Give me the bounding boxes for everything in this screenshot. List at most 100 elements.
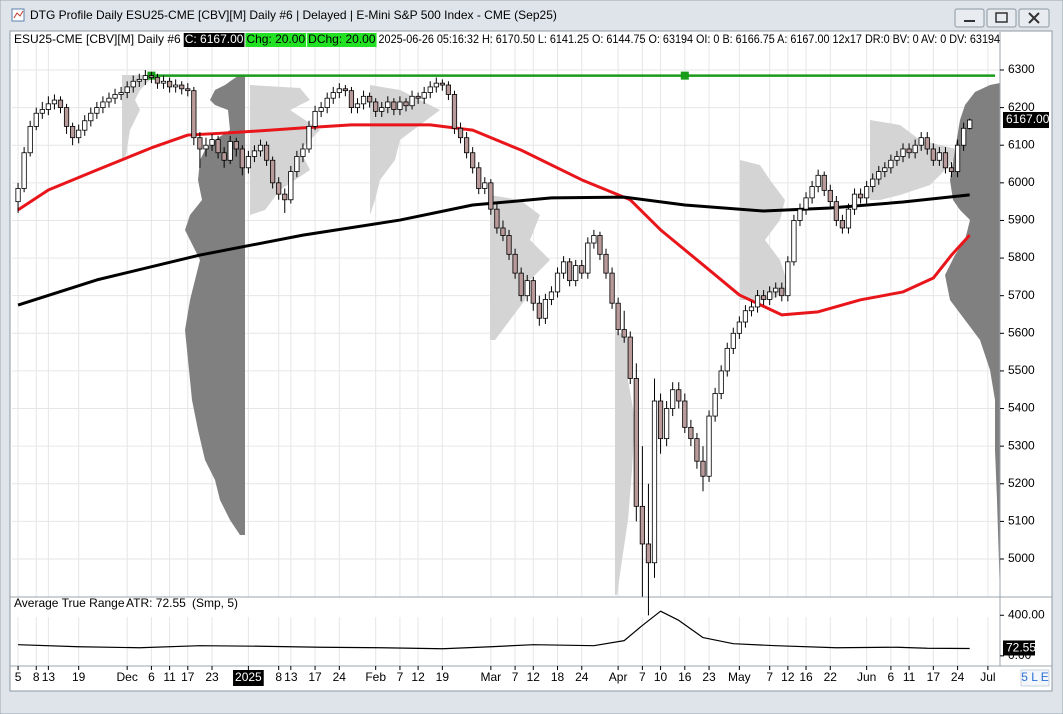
candle-body bbox=[318, 107, 324, 112]
candle-body bbox=[179, 84, 185, 90]
x-tick-label: 12 bbox=[527, 670, 541, 684]
candle-body bbox=[160, 80, 167, 84]
candle-body bbox=[118, 92, 124, 95]
x-tick-label: 13 bbox=[284, 670, 298, 684]
candle-body bbox=[573, 265, 579, 282]
candle-body bbox=[251, 150, 258, 157]
candle-body bbox=[439, 82, 445, 86]
candle-body bbox=[148, 75, 155, 78]
candle-body bbox=[961, 127, 967, 146]
x-tick-label: 19 bbox=[72, 670, 86, 684]
x-tick-label: 16 bbox=[678, 670, 692, 684]
candle-body bbox=[706, 415, 712, 477]
candle-body bbox=[615, 302, 621, 330]
x-tick-label: Jul bbox=[980, 670, 995, 684]
x-tick-highlight bbox=[233, 670, 264, 686]
candle-body bbox=[294, 156, 300, 172]
app-icon bbox=[11, 8, 25, 22]
candle-body bbox=[724, 347, 730, 372]
candle-body bbox=[403, 101, 409, 107]
candle-body bbox=[688, 426, 694, 440]
candle-body bbox=[948, 167, 955, 172]
candle-body bbox=[827, 189, 833, 203]
candle-body bbox=[633, 378, 639, 507]
candle-body bbox=[900, 148, 906, 157]
y-tick-label: 6100 bbox=[1008, 137, 1035, 151]
x-tick-label: 2025 bbox=[235, 670, 262, 684]
candle-body bbox=[821, 174, 827, 191]
x-tick-label: Apr bbox=[609, 670, 628, 684]
candle-body bbox=[215, 139, 221, 154]
minimize-button[interactable] bbox=[954, 8, 985, 28]
candle-body bbox=[803, 197, 809, 210]
x-tick-label: 10 bbox=[654, 670, 668, 684]
y-tick-label: 5500 bbox=[1008, 363, 1035, 377]
candle-body bbox=[457, 127, 464, 139]
candle-body bbox=[348, 90, 355, 109]
candle-body bbox=[767, 291, 773, 300]
candle-body bbox=[603, 253, 609, 274]
moving-average bbox=[17, 193, 970, 307]
candle-body bbox=[567, 261, 573, 282]
candle-body bbox=[76, 129, 82, 139]
x-tick-label: 24 bbox=[575, 670, 589, 684]
y-tick-label: 5100 bbox=[1008, 514, 1035, 528]
close-button[interactable] bbox=[1018, 8, 1050, 28]
candle-body bbox=[203, 144, 209, 150]
candle-body bbox=[239, 148, 245, 169]
candle-body bbox=[560, 261, 567, 274]
x-tick-label: Feb bbox=[365, 670, 386, 684]
candle-body bbox=[45, 103, 51, 110]
candle-body bbox=[585, 242, 591, 274]
x-tick-label: Dec bbox=[116, 670, 137, 684]
app-icon-glyph bbox=[13, 10, 24, 19]
atr-title: Average True Range bbox=[14, 596, 125, 610]
volume-profile bbox=[870, 120, 960, 200]
candle-body bbox=[542, 299, 548, 319]
candle-body bbox=[336, 88, 342, 93]
y-tick-label: 6000 bbox=[1008, 175, 1035, 189]
candle-body bbox=[409, 95, 415, 107]
candle-body bbox=[524, 280, 530, 297]
maximize-button[interactable] bbox=[986, 8, 1017, 28]
candle-body bbox=[548, 291, 555, 300]
volume-profile bbox=[945, 83, 1000, 595]
candle-body bbox=[276, 182, 282, 195]
candle-body bbox=[639, 505, 645, 545]
candle-body bbox=[954, 144, 961, 172]
candle-body bbox=[506, 235, 512, 255]
y-tick-label: 5800 bbox=[1008, 250, 1035, 264]
candle-body bbox=[427, 86, 433, 93]
candle-body bbox=[912, 144, 918, 154]
candle-body bbox=[154, 77, 161, 84]
x-tick-label: 22 bbox=[824, 670, 838, 684]
candle-body bbox=[415, 95, 421, 99]
candle-body bbox=[730, 332, 736, 349]
candle-body bbox=[124, 86, 130, 93]
y-tick-label: 6300 bbox=[1008, 62, 1035, 76]
candle-body bbox=[324, 97, 330, 109]
candle-body bbox=[597, 235, 603, 255]
x-tick-label: 23 bbox=[205, 670, 219, 684]
candle-body bbox=[936, 152, 942, 161]
candle-body bbox=[136, 78, 142, 82]
candle-body bbox=[27, 126, 33, 154]
y-tick-label: 400.00 bbox=[1008, 607, 1045, 621]
candle-body bbox=[488, 182, 494, 210]
candle-body bbox=[360, 95, 367, 105]
atr-line bbox=[18, 610, 970, 650]
candle-body bbox=[518, 272, 524, 297]
candle-body bbox=[918, 137, 924, 146]
x-tick-label: 11 bbox=[163, 670, 176, 684]
candle-body bbox=[233, 141, 239, 150]
candle-body bbox=[451, 94, 458, 129]
header-box bbox=[183, 33, 245, 47]
last-atr-box bbox=[1003, 640, 1035, 656]
x-tick-label: 18 bbox=[551, 670, 565, 684]
candle-body bbox=[51, 99, 58, 105]
volume-profile bbox=[370, 85, 440, 215]
x-tick-label: Jun bbox=[857, 670, 876, 684]
volume-profile bbox=[615, 330, 635, 595]
header-symbol: ESU25-CME [CBV][M] Daily #6 bbox=[14, 32, 181, 46]
